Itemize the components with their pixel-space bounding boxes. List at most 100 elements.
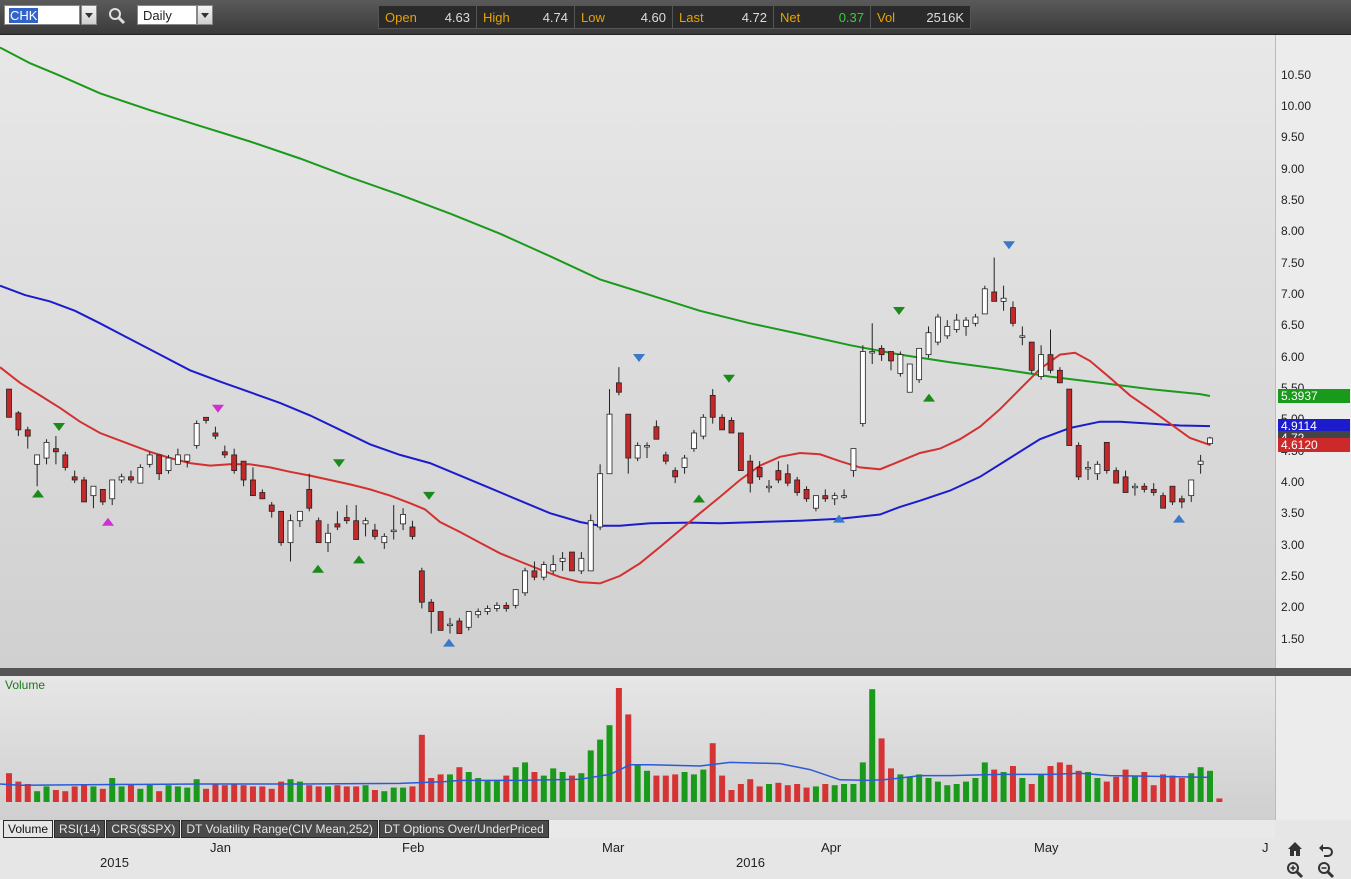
candle[interactable] bbox=[1103, 441, 1110, 474]
candle[interactable] bbox=[475, 608, 482, 618]
candle[interactable] bbox=[494, 602, 500, 612]
candle[interactable] bbox=[465, 611, 472, 631]
candle[interactable] bbox=[71, 470, 78, 484]
candle[interactable] bbox=[287, 514, 294, 562]
candle[interactable] bbox=[1132, 483, 1138, 496]
candle[interactable] bbox=[174, 448, 181, 465]
candle[interactable] bbox=[991, 257, 998, 302]
candle[interactable] bbox=[1075, 442, 1082, 480]
candle[interactable] bbox=[1169, 485, 1176, 506]
candle[interactable] bbox=[43, 439, 50, 465]
candle[interactable] bbox=[212, 426, 219, 440]
candle[interactable] bbox=[1066, 388, 1073, 446]
candle[interactable] bbox=[99, 488, 106, 506]
candle[interactable] bbox=[597, 464, 604, 531]
candle[interactable] bbox=[62, 451, 69, 471]
candle[interactable] bbox=[418, 567, 425, 609]
candle[interactable] bbox=[1178, 495, 1185, 509]
candle[interactable] bbox=[1188, 479, 1195, 502]
candle[interactable] bbox=[841, 489, 847, 499]
candle[interactable] bbox=[400, 508, 406, 531]
tab-volatility-range[interactable]: DT Volatility Range(CIV Mean,252) bbox=[181, 820, 378, 838]
candle[interactable] bbox=[906, 363, 913, 393]
candle[interactable] bbox=[53, 436, 59, 465]
symbol-dropdown-button[interactable] bbox=[81, 5, 97, 25]
undo-icon[interactable] bbox=[1317, 840, 1335, 858]
candle[interactable] bbox=[644, 442, 650, 459]
volume-chart[interactable]: Volume bbox=[0, 676, 1275, 820]
candle[interactable] bbox=[353, 505, 360, 540]
candle[interactable] bbox=[1000, 285, 1007, 311]
candle[interactable] bbox=[737, 432, 744, 471]
candle[interactable] bbox=[869, 323, 876, 365]
candle[interactable] bbox=[625, 413, 632, 474]
symbol-input[interactable]: CHK bbox=[4, 5, 80, 25]
candle[interactable] bbox=[81, 476, 87, 503]
candle[interactable] bbox=[540, 561, 547, 581]
candle[interactable] bbox=[512, 589, 519, 609]
candle[interactable] bbox=[503, 602, 510, 612]
candle[interactable] bbox=[944, 320, 951, 339]
candle[interactable] bbox=[784, 464, 791, 487]
candle[interactable] bbox=[437, 611, 444, 631]
candle[interactable] bbox=[278, 510, 285, 546]
candle[interactable] bbox=[306, 473, 313, 512]
candle[interactable] bbox=[362, 517, 369, 537]
candle[interactable] bbox=[803, 486, 810, 502]
candle[interactable] bbox=[240, 460, 247, 487]
candle[interactable] bbox=[6, 388, 12, 418]
candle[interactable] bbox=[447, 617, 453, 634]
candle[interactable] bbox=[559, 552, 566, 571]
candle[interactable] bbox=[813, 495, 819, 512]
tab-rsi[interactable]: RSI(14) bbox=[54, 820, 106, 838]
candle[interactable] bbox=[34, 454, 41, 487]
candle[interactable] bbox=[221, 445, 228, 459]
candle[interactable] bbox=[1122, 470, 1129, 493]
candle[interactable] bbox=[1056, 367, 1063, 384]
zoom-out-icon[interactable] bbox=[1317, 861, 1335, 879]
candle[interactable] bbox=[794, 476, 801, 496]
candle[interactable] bbox=[775, 461, 782, 484]
candle[interactable] bbox=[634, 442, 641, 462]
candle[interactable] bbox=[888, 351, 894, 371]
candle[interactable] bbox=[1197, 454, 1204, 474]
candle[interactable] bbox=[550, 555, 557, 574]
candle[interactable] bbox=[24, 426, 31, 449]
candle[interactable] bbox=[1019, 326, 1026, 346]
tab-options-over-under[interactable]: DT Options Over/UnderPriced bbox=[378, 820, 549, 838]
candle[interactable] bbox=[184, 454, 191, 468]
candle[interactable] bbox=[700, 414, 707, 440]
candle[interactable] bbox=[587, 514, 594, 572]
candle[interactable] bbox=[578, 552, 585, 574]
candle[interactable] bbox=[672, 467, 679, 484]
candle[interactable] bbox=[653, 420, 660, 440]
zoom-in-icon[interactable] bbox=[1286, 861, 1304, 879]
price-chart[interactable] bbox=[0, 35, 1275, 668]
candle[interactable] bbox=[118, 473, 125, 484]
candle[interactable] bbox=[691, 429, 697, 452]
volume-axis[interactable]: 150000K100000K50000K41016K3370K bbox=[1275, 676, 1351, 820]
candle[interactable] bbox=[128, 470, 134, 484]
candle[interactable] bbox=[1047, 329, 1054, 374]
candle[interactable] bbox=[756, 461, 763, 480]
candle[interactable] bbox=[681, 454, 688, 474]
home-icon[interactable] bbox=[1286, 840, 1304, 858]
candle[interactable] bbox=[728, 417, 735, 434]
candle[interactable] bbox=[250, 467, 256, 497]
period-dropdown-button[interactable] bbox=[197, 5, 213, 25]
candle[interactable] bbox=[1150, 483, 1157, 496]
candle[interactable] bbox=[390, 505, 397, 540]
candle[interactable] bbox=[203, 416, 209, 424]
candle[interactable] bbox=[953, 313, 960, 333]
price-plot[interactable] bbox=[0, 35, 1275, 668]
candle[interactable] bbox=[709, 389, 716, 424]
candle[interactable] bbox=[1141, 483, 1148, 493]
candle[interactable] bbox=[372, 523, 378, 540]
candle[interactable] bbox=[484, 605, 491, 615]
time-axis[interactable]: 2015 Jan Feb Mar 2016 Apr May J bbox=[0, 838, 1275, 879]
tab-crs[interactable]: CRS($SPX) bbox=[106, 820, 181, 838]
candle[interactable] bbox=[522, 567, 528, 596]
candle[interactable] bbox=[428, 599, 435, 634]
candle[interactable] bbox=[981, 285, 988, 315]
period-select[interactable]: Daily bbox=[137, 5, 197, 25]
